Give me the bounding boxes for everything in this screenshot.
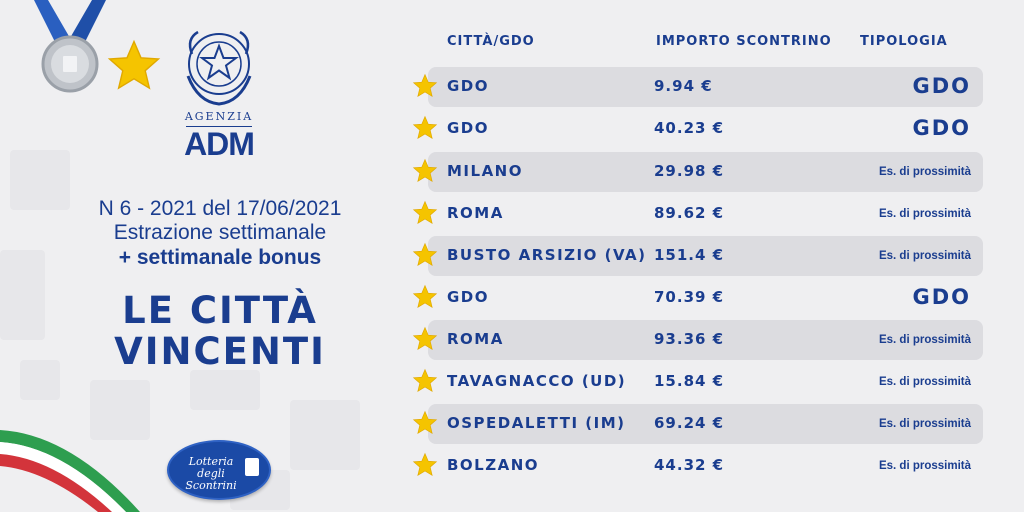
row-city: GDO <box>447 288 490 306</box>
row-type: Es. di prossimità <box>878 166 971 178</box>
lotteria-scontrini-logo: Lotteria degli Scontrini <box>167 440 271 500</box>
table-row: BOLZANO 44.32 € Es. di prossimità <box>412 446 984 488</box>
star-icon <box>412 115 438 139</box>
row-type: Es. di prossimità <box>878 418 971 430</box>
medal-icon <box>34 0 106 93</box>
headline-line-2: VINCENTI <box>114 330 326 373</box>
row-amount: 151.4 € <box>654 246 725 264</box>
column-header-type: TIPOLOGIA <box>860 34 948 49</box>
row-amount: 69.24 € <box>654 414 725 432</box>
row-type: Es. di prossimità <box>878 208 971 220</box>
background-square <box>290 400 360 470</box>
row-amount: 93.36 € <box>654 330 725 348</box>
table-row: OSPEDALETTI (IM) 69.24 € Es. di prossimi… <box>412 404 984 446</box>
row-highlight <box>428 320 983 360</box>
row-type: Es. di prossimità <box>878 376 971 388</box>
row-highlight <box>428 404 983 444</box>
column-header-amount: IMPORTO SCONTRINO <box>656 34 832 49</box>
row-highlight <box>428 152 983 192</box>
row-city: GDO <box>447 119 490 137</box>
table-row: ROMA 89.62 € Es. di prossimità <box>412 194 984 236</box>
row-amount: 44.32 € <box>654 456 725 474</box>
table-row: GDO 9.94 € GDO <box>412 67 984 109</box>
agency-label: AGENZIA <box>184 110 254 123</box>
edition-bonus: + settimanale bonus <box>118 246 322 269</box>
italian-flag-ribbon <box>0 430 140 512</box>
agency-divider <box>186 126 252 127</box>
background-square <box>190 370 260 410</box>
row-type: Es. di prossimità <box>878 460 971 472</box>
background-square <box>90 380 150 440</box>
agency-logo-text: ADM <box>184 126 255 162</box>
table-row: BUSTO ARSIZIO (VA) 151.4 € Es. di prossi… <box>412 236 984 278</box>
row-type: Es. di prossimità <box>878 250 971 262</box>
star-icon <box>412 452 438 476</box>
star-icon <box>107 39 161 90</box>
star-icon <box>412 242 438 266</box>
row-type: GDO <box>912 285 971 309</box>
table-row: MILANO 29.98 € Es. di prossimità <box>412 152 984 194</box>
star-icon <box>412 284 438 308</box>
headline: LE CITTÀ VINCENTI <box>40 290 400 372</box>
star-icon <box>412 410 438 434</box>
edition-number-date: N 6 - 2021 del 17/06/2021 <box>98 197 342 220</box>
table-row: TAVAGNACCO (UD) 15.84 € Es. di prossimit… <box>412 362 984 404</box>
star-icon <box>412 200 438 224</box>
row-amount: 40.23 € <box>654 119 725 137</box>
row-highlight <box>428 236 983 276</box>
background-square <box>10 150 70 210</box>
star-icon <box>412 368 438 392</box>
star-icon <box>412 326 438 350</box>
row-amount: 70.39 € <box>654 288 725 306</box>
table-row: ROMA 93.36 € Es. di prossimità <box>412 320 984 362</box>
row-city: MILANO <box>447 162 523 180</box>
row-city: ROMA <box>447 204 504 222</box>
edition-info: N 6 - 2021 del 17/06/2021 Estrazione set… <box>40 197 400 245</box>
row-amount: 89.62 € <box>654 204 725 222</box>
receipt-icon <box>245 458 259 476</box>
star-icon <box>412 158 438 182</box>
star-icon <box>412 73 438 97</box>
row-amount: 29.98 € <box>654 162 725 180</box>
table-row: GDO 70.39 € GDO <box>412 278 984 320</box>
row-type: GDO <box>912 116 971 140</box>
lotteria-logo-text: Lotteria degli Scontrini <box>185 455 237 492</box>
row-city: OSPEDALETTI (IM) <box>447 414 626 432</box>
row-city: GDO <box>447 77 490 95</box>
row-city: ROMA <box>447 330 504 348</box>
row-city: TAVAGNACCO (UD) <box>447 372 627 390</box>
row-amount: 15.84 € <box>654 372 725 390</box>
background-square <box>0 250 45 340</box>
headline-line-1: LE CITTÀ <box>122 289 318 332</box>
row-city: BUSTO ARSIZIO (VA) <box>447 246 647 264</box>
italian-republic-emblem-icon <box>186 30 252 106</box>
row-amount: 9.94 € <box>654 77 713 95</box>
table-row: GDO 40.23 € GDO <box>412 109 984 151</box>
row-type: GDO <box>912 74 971 98</box>
row-city: BOLZANO <box>447 456 540 474</box>
background-square <box>20 360 60 400</box>
column-header-city: CITTÀ/GDO <box>447 34 535 49</box>
edition-draw-type: Estrazione settimanale <box>113 221 327 244</box>
row-highlight <box>428 67 983 107</box>
row-type: Es. di prossimità <box>878 334 971 346</box>
